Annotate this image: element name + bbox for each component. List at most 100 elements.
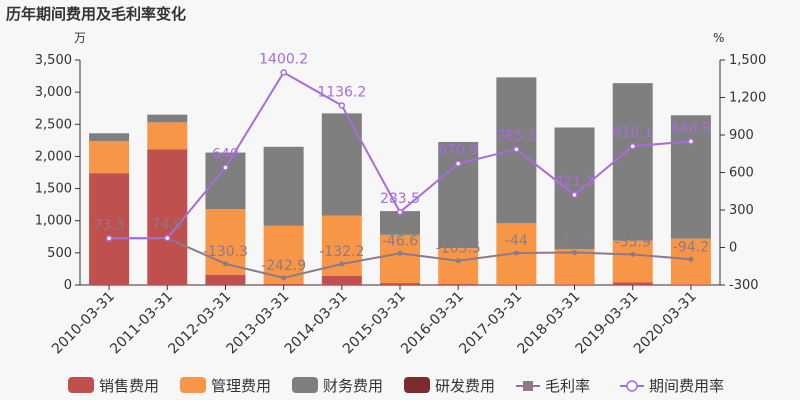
data-label: -132.2 [319, 244, 364, 260]
data-label: 848.9 [671, 120, 711, 136]
bar-segment [147, 149, 188, 285]
right-tick-label: 300 [729, 203, 754, 218]
bar-segment [89, 133, 130, 141]
line-point [397, 250, 403, 256]
bar-segment [89, 173, 130, 285]
bar-segment [670, 115, 711, 239]
legend-item[interactable]: 研发费用 [404, 377, 495, 395]
data-label: -105.5 [436, 241, 481, 257]
data-label: -55.9 [615, 234, 651, 250]
right-tick-label: 1,500 [729, 53, 766, 68]
right-axis-unit: % [713, 31, 724, 45]
legend-label: 管理费用 [211, 377, 271, 395]
legend-swatch [180, 377, 206, 393]
bar-segment [380, 211, 420, 235]
left-tick-label: 3,000 [35, 85, 72, 100]
left-axis-unit: 万 [74, 31, 86, 45]
bar-segment [89, 141, 130, 174]
data-label: 421.3 [554, 174, 594, 190]
left-tick-label: 2,500 [35, 117, 72, 132]
line-point [164, 234, 171, 242]
bar-segment [205, 152, 246, 210]
legend-marker [523, 381, 533, 391]
line-point [222, 164, 229, 171]
legend-swatch [68, 377, 94, 393]
data-label: 74.9 [152, 217, 183, 233]
data-label: -242.9 [261, 258, 306, 274]
data-label: -44 [505, 233, 528, 249]
line-point [687, 138, 695, 145]
bar-segment [263, 146, 304, 226]
bar-segment [554, 127, 595, 249]
left-tick-label: 0 [64, 278, 72, 293]
line-point [454, 160, 462, 167]
bars [89, 77, 711, 285]
data-label: 1400.2 [259, 51, 308, 67]
line-point [105, 235, 113, 242]
data-label: 640 [212, 147, 239, 163]
bar-segment [438, 284, 479, 285]
legend-label: 毛利率 [545, 377, 590, 395]
legend-marker [626, 380, 638, 392]
legend-item[interactable]: 管理费用 [180, 377, 271, 395]
right-tick-label: -300 [729, 278, 759, 293]
right-tick-label: 900 [729, 128, 754, 143]
data-label: 283.5 [380, 191, 420, 207]
data-labels: 73.3 74.9 -130.3 -242.9 -132.2 -46.6 -105.5 -44… [94, 51, 711, 273]
data-label: -40.5 [556, 233, 592, 249]
data-label: -46.6 [382, 233, 418, 249]
line-point [630, 251, 636, 257]
data-label: 670.9 [438, 143, 478, 159]
bar-segment [554, 284, 595, 285]
right-tick-label: 600 [729, 166, 754, 181]
line-point [688, 256, 694, 262]
data-label: 73.3 [94, 217, 125, 233]
bar-segment [612, 240, 653, 283]
left-tick-label: 500 [47, 246, 72, 261]
legend-label: 研发费用 [435, 377, 495, 395]
bar-segment [380, 234, 420, 284]
line-point [280, 69, 287, 76]
lines [105, 69, 695, 281]
bar-segment [670, 284, 711, 285]
right-tick-label: 1,200 [729, 91, 766, 106]
bar-segment [438, 248, 479, 285]
left-tick-label: 3,500 [35, 53, 72, 68]
legend-item[interactable]: 财务费用 [292, 377, 383, 395]
line-point [281, 275, 287, 281]
line-point [396, 208, 404, 216]
left-tick-label: 1,500 [35, 182, 72, 197]
data-label: 810.1 [613, 125, 653, 141]
legend-item[interactable]: 期间费用率 [620, 377, 724, 395]
data-label: -94.2 [673, 239, 709, 255]
chart-title: 历年期间费用及毛利率变化 [6, 5, 186, 23]
legend-label: 销售费用 [99, 377, 159, 395]
line-point [513, 250, 519, 256]
data-label: 1136.2 [317, 84, 366, 100]
legend-item[interactable]: 销售费用 [68, 377, 159, 395]
bar-segment [263, 283, 304, 285]
legend-label: 财务费用 [323, 377, 383, 395]
bar-segment [147, 122, 188, 150]
bar-segment [496, 284, 537, 285]
legend-swatch [404, 377, 430, 393]
left-tick-label: 1,000 [35, 214, 72, 229]
bar-segment [205, 274, 246, 285]
line-point [339, 261, 345, 267]
legend: 销售费用 管理费用 财务费用 研发费用 毛利率 期间费用率 [68, 377, 724, 395]
left-tick-label: 2,000 [35, 149, 72, 164]
line-point [571, 191, 578, 199]
legend-label: 期间费用率 [649, 377, 724, 395]
bar-segment [147, 114, 188, 123]
line-point [338, 102, 346, 109]
bar-segment [612, 83, 653, 241]
bar-segment [612, 282, 653, 285]
line-point [629, 142, 636, 150]
bar-segment [321, 276, 362, 285]
legend-swatch [292, 377, 318, 393]
data-label: -130.3 [203, 244, 248, 260]
line-point [222, 261, 228, 267]
right-tick-label: 0 [729, 241, 737, 256]
legend-item[interactable]: 毛利率 [516, 377, 590, 395]
